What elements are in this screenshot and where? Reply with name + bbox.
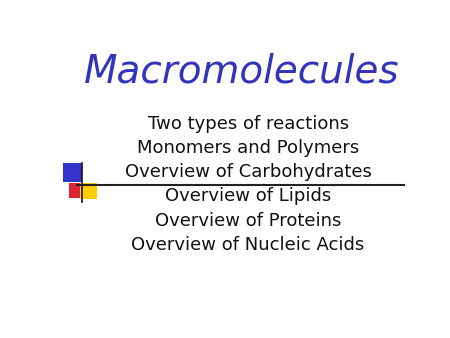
Text: Overview of Proteins: Overview of Proteins	[155, 212, 341, 230]
Bar	[80, 184, 97, 199]
Bar	[69, 184, 86, 198]
Bar	[63, 163, 82, 183]
Text: Monomers and Polymers: Monomers and Polymers	[137, 139, 359, 157]
Text: Overview of Carbohydrates: Overview of Carbohydrates	[125, 163, 372, 181]
Text: Overview of Lipids: Overview of Lipids	[165, 188, 331, 206]
Text: Two types of reactions: Two types of reactions	[148, 115, 349, 133]
Text: Macromolecules: Macromolecules	[84, 53, 400, 91]
Text: Overview of Nucleic Acids: Overview of Nucleic Acids	[131, 236, 364, 254]
